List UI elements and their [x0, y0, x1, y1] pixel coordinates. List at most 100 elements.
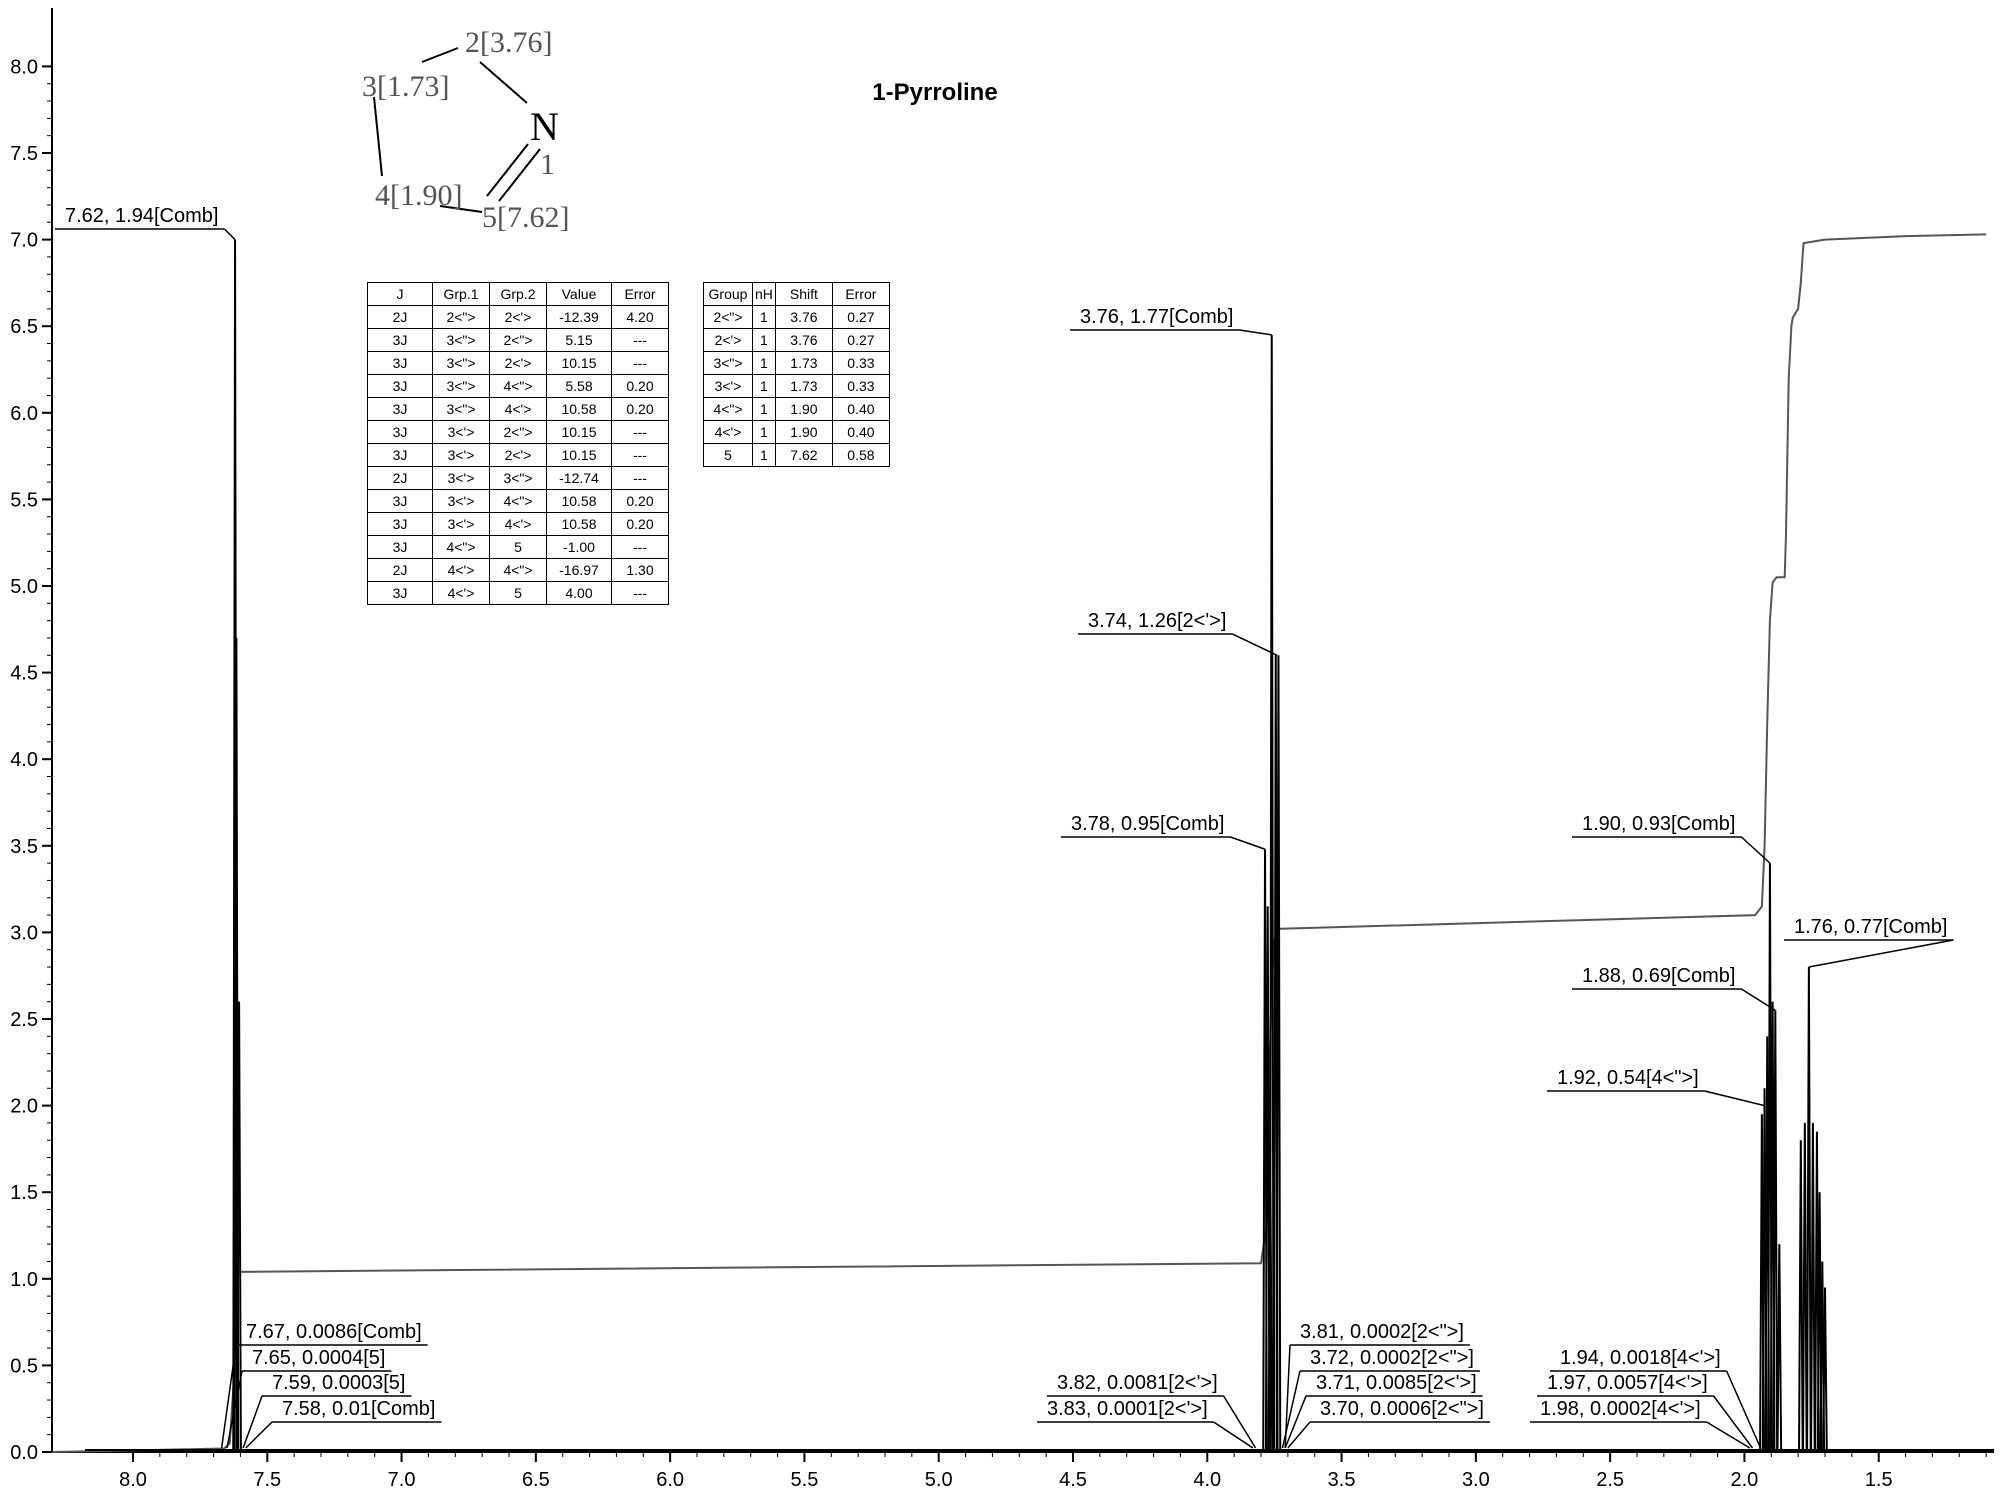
table-cell: ---: [611, 351, 669, 375]
table-cell: 1: [752, 420, 776, 444]
peak-annotation-label: 3.70, 0.0006[2<">]: [1320, 1398, 1484, 1420]
table-cell: 2J: [367, 305, 433, 329]
annotation-pointer: [1239, 329, 1272, 336]
annotation-pointer: [1230, 836, 1266, 850]
spectrum-peak: [1268, 334, 1275, 1451]
table-cell: 4<">: [432, 535, 490, 559]
table-cell: ---: [611, 443, 669, 467]
bond-3-4: [373, 96, 383, 177]
annotation-pointer: [1284, 1395, 1307, 1449]
table-cell: 10.15: [546, 443, 612, 467]
y-tick-label: 7.0: [10, 230, 38, 252]
annotation-pointer: [220, 1344, 237, 1449]
table-row: 2<"> 1 3.76 0.27: [703, 305, 890, 329]
table-row: 3J 4<'> 5 4.00 ---: [367, 581, 669, 605]
table-row: 2J 3<'> 3<"> -12.74 ---: [367, 466, 669, 490]
table-cell: 4.20: [611, 305, 669, 329]
spectrum-peak: [1798, 1140, 1804, 1451]
peak-annotation-label: 7.62, 1.94[Comb]: [65, 205, 218, 227]
table-row: 3J 3<'> 2<"> 10.15 ---: [367, 420, 669, 444]
spectrum-peak: [1810, 1122, 1816, 1451]
peak-annotation-label: 1.98, 0.0002[4<'>]: [1540, 1398, 1701, 1420]
table-cell: -12.74: [546, 466, 612, 490]
annotation-pointer: [226, 1370, 243, 1449]
table-header: J: [367, 282, 433, 306]
bond-4-5: [439, 205, 483, 213]
atom-label-1: 1: [540, 148, 555, 181]
peak-annotation-label: 3.82, 0.0081[2<'>]: [1057, 1372, 1218, 1394]
atom-label-3: 3[1.73]: [362, 70, 449, 103]
table-cell: 4<">: [489, 374, 547, 398]
y-tick-label: 4.0: [10, 749, 38, 771]
x-tick-label: 4.5: [1059, 1469, 1087, 1491]
integral-curve: [52, 233, 1987, 1453]
table-cell: 5.58: [546, 374, 612, 398]
table-cell: 3.76: [774, 328, 833, 352]
annotation-pointer: [1725, 1370, 1762, 1449]
table-cell: 3.76: [774, 305, 833, 329]
table-cell: 10.58: [546, 489, 612, 513]
x-tick-label: 2.0: [1731, 1469, 1759, 1491]
table-cell: 3<'>: [432, 466, 490, 490]
spectrum-peak: [236, 1001, 242, 1451]
y-tick-label: 4.5: [10, 663, 38, 685]
annotation-pointer: [245, 1421, 273, 1449]
table-cell: 4<">: [703, 397, 753, 421]
x-tick-label: 7.5: [253, 1469, 281, 1491]
annotation-pointer: [1741, 988, 1776, 1011]
y-tick-label: 2.0: [10, 1096, 38, 1118]
table-cell: 0.40: [831, 397, 890, 421]
annotation-pointer: [1213, 1421, 1254, 1449]
table-cell: 5: [489, 535, 547, 559]
table-cell: 3<'>: [703, 374, 753, 398]
spectrum-peak: [1772, 1010, 1779, 1451]
table-cell: 1: [752, 397, 776, 421]
table-cell: 3<'>: [432, 512, 490, 536]
table-cell: 3J: [367, 351, 433, 375]
table-cell: 2<">: [489, 328, 547, 352]
y-tick-label: 2.5: [10, 1009, 38, 1031]
peak-annotation-label: 1.76, 0.77[Comb]: [1794, 916, 1947, 938]
peak-annotation-label: 7.67, 0.0086[Comb]: [246, 1321, 422, 1343]
table-row: 3J 4<"> 5 -1.00 ---: [367, 535, 669, 559]
table-cell: 3<'>: [432, 489, 490, 513]
table-row: 4<"> 1 1.90 0.40: [703, 397, 890, 421]
table-cell: 1: [752, 328, 776, 352]
table-cell: 1: [752, 374, 776, 398]
x-tick-label: 7.0: [388, 1469, 416, 1491]
annotation-pointer: [1740, 836, 1771, 864]
x-tick-label: 8.0: [119, 1469, 147, 1491]
x-tick-label: 3.5: [1328, 1469, 1356, 1491]
coupling-constant-table: J Grp.1 Grp.2 Value Error 2J 2<"> 2<'> -12.…: [367, 282, 669, 605]
table-cell: 2<">: [432, 305, 490, 329]
table-cell: 3<">: [432, 328, 490, 352]
y-tick-label: 6.5: [10, 316, 38, 338]
table-cell: 1.73: [774, 374, 833, 398]
table-row: 3J 3<'> 2<'> 10.15 ---: [367, 443, 669, 467]
table-cell: 1.90: [774, 397, 833, 421]
annotation-layer: 7.62, 1.94[Comb] 3.76, 1.77[Comb] 3.74, 1.…: [55, 205, 1954, 1449]
table-cell: 4<'>: [703, 420, 753, 444]
x-axis: 8.0 7.5 7.0 6.5 6.0 5.5 5.0 4.5 4.0 3.5 3.0 2.5 2.0 1…: [52, 1451, 1994, 1491]
annotation-pointer: [242, 1395, 263, 1449]
table-cell: 0.20: [611, 512, 669, 536]
table-cell: ---: [611, 535, 669, 559]
y-tick-label: 1.0: [10, 1269, 38, 1291]
table-cell: ---: [611, 466, 669, 490]
table-cell: 0.58: [831, 443, 890, 467]
table-cell: 10.58: [546, 397, 612, 421]
y-axis: 0.0 0.5 1.0 1.5 2.0 2.5 3.0 3.5 4.0 4.5 5.0 5.5 6.0 6…: [10, 8, 53, 1464]
table-cell: 2J: [367, 558, 433, 582]
x-tick-label: 5.0: [925, 1469, 953, 1491]
atom-label-2: 2[3.76]: [465, 26, 552, 59]
bond-2-n: [479, 61, 528, 104]
peak-annotation-label: 3.71, 0.0085[2<'>]: [1316, 1372, 1477, 1394]
x-tick-label: 5.5: [791, 1469, 819, 1491]
annotation-pointer: [1287, 1421, 1311, 1449]
table-cell: 2<'>: [703, 328, 753, 352]
table-cell: 1: [752, 351, 776, 375]
table-header: Group: [703, 282, 753, 306]
table-cell: 3J: [367, 420, 433, 444]
table-cell: 3J: [367, 512, 433, 536]
table-row: 3J 3<'> 4<"> 10.58 0.20: [367, 489, 669, 513]
